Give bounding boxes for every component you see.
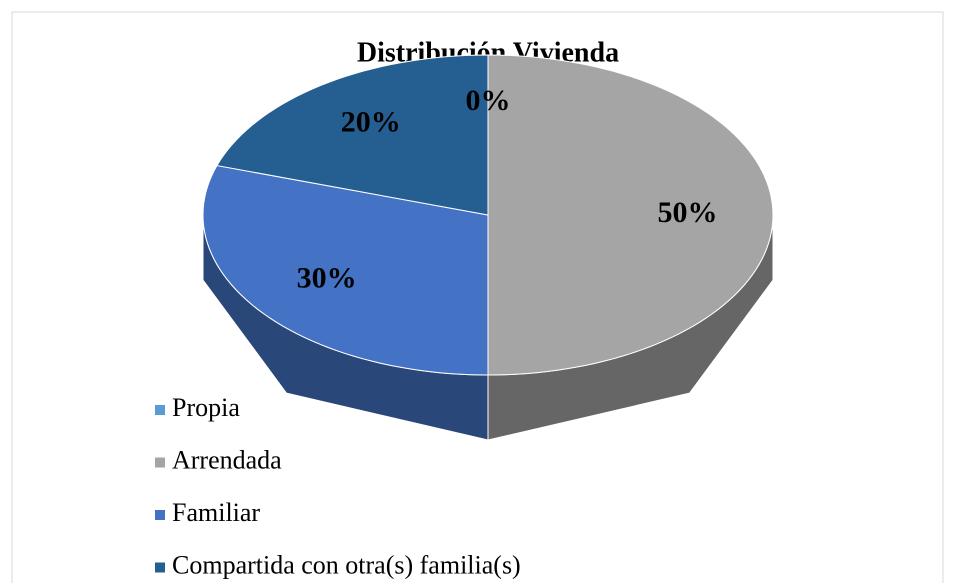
legend-swatch	[155, 510, 165, 520]
pie-slice	[487, 54, 774, 376]
data-label: 50%	[658, 196, 718, 229]
data-label: 20%	[341, 105, 401, 138]
legend-swatch	[155, 562, 165, 573]
legend-label: Propia	[172, 393, 240, 422]
legend-label: Compartida con otra(s) familia(s)	[172, 550, 521, 579]
legend-swatch	[155, 405, 165, 415]
data-label: 0%	[466, 84, 511, 117]
legend-label: Familiar	[172, 498, 260, 527]
legend-swatch	[155, 457, 165, 468]
data-label: 30%	[297, 262, 357, 295]
pie-slice	[216, 54, 489, 216]
legend-label: Arrendada	[172, 445, 282, 474]
pie-slice	[202, 165, 489, 376]
